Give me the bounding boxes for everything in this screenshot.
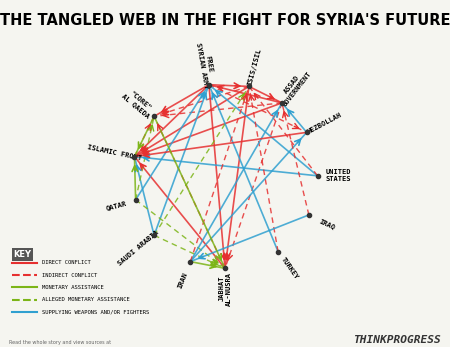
Text: DIRECT CONFLICT: DIRECT CONFLICT — [42, 261, 91, 265]
Text: QATAR: QATAR — [105, 200, 127, 211]
Text: INDIRECT CONFLICT: INDIRECT CONFLICT — [42, 273, 98, 278]
Text: ASSAD
GOVERNMENT: ASSAD GOVERNMENT — [276, 66, 313, 108]
Text: Read the whole story and view sources at: Read the whole story and view sources at — [9, 340, 111, 345]
Text: SAUDI ARABIA: SAUDI ARABIA — [117, 230, 160, 267]
Text: "CORE"
AL QAEDA: "CORE" AL QAEDA — [122, 87, 156, 119]
Text: THE TANGLED WEB IN THE FIGHT FOR SYRIA'S FUTURE: THE TANGLED WEB IN THE FIGHT FOR SYRIA'S… — [0, 13, 450, 28]
Text: ISLAMIC FRONT: ISLAMIC FRONT — [87, 144, 142, 161]
Text: TURKEY: TURKEY — [280, 256, 300, 280]
Text: MONETARY ASSISTANCE: MONETARY ASSISTANCE — [42, 285, 104, 290]
Text: ISIS/ISIL: ISIS/ISIL — [246, 48, 262, 86]
Text: JABHAT
AL-NUSRA: JABHAT AL-NUSRA — [219, 272, 231, 306]
Text: IRAQ: IRAQ — [318, 217, 336, 230]
Text: KEY: KEY — [14, 250, 32, 259]
Text: HEZBOLLAH: HEZBOLLAH — [306, 111, 343, 134]
Text: FREE
SYRIAN ARMY: FREE SYRIAN ARMY — [195, 41, 216, 89]
Text: ALLEGED MONETARY ASSISTANCE: ALLEGED MONETARY ASSISTANCE — [42, 297, 130, 302]
Text: THINKPROGRESS: THINKPROGRESS — [353, 335, 441, 345]
Text: UNITED
STATES: UNITED STATES — [325, 169, 351, 182]
Text: SUPPLYING WEAPONS AND/OR FIGHTERS: SUPPLYING WEAPONS AND/OR FIGHTERS — [42, 309, 149, 314]
Text: IRAN: IRAN — [177, 271, 189, 289]
